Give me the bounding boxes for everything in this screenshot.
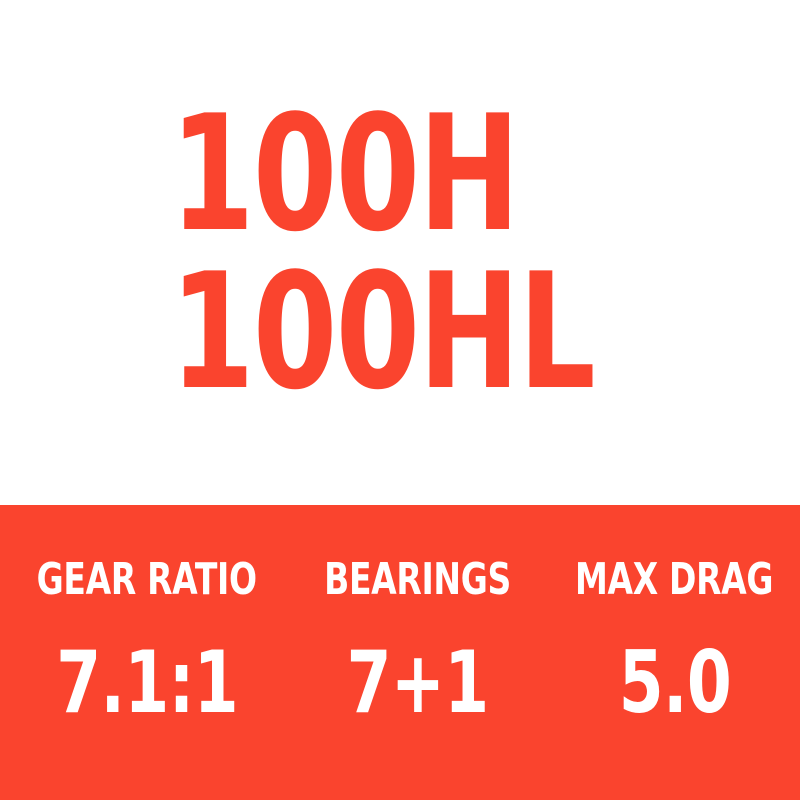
spec-bearings: BEARINGS 7+1 — [293, 505, 542, 800]
bearings-label: BEARINGS — [324, 554, 512, 605]
model-numbers: 100H 100HL — [170, 80, 728, 425]
max-drag-value: 5.0 — [618, 633, 731, 733]
model-number-line-2: 100HL — [170, 238, 728, 425]
spec-value: 7.1:1 — [0, 640, 293, 726]
spec-label: BEARINGS — [293, 558, 542, 602]
model-number-2-text: 100HL — [170, 238, 596, 425]
spec-label: GEAR RATIO — [0, 558, 293, 602]
spec-label: MAX DRAG — [542, 558, 800, 602]
spec-value: 7+1 — [293, 640, 542, 726]
gear-ratio-label: GEAR RATIO — [36, 554, 257, 605]
spec-gear-ratio: GEAR RATIO 7.1:1 — [0, 505, 293, 800]
max-drag-label: MAX DRAG — [575, 554, 774, 605]
model-number-line-1: 100H — [170, 80, 728, 267]
spec-band: GEAR RATIO 7.1:1 BEARINGS 7+1 MAX DRAG 5… — [0, 505, 800, 800]
spec-max-drag: MAX DRAG 5.0 — [542, 505, 800, 800]
gear-ratio-value: 7.1:1 — [55, 633, 238, 733]
spec-value: 5.0 — [542, 640, 800, 726]
bearings-value: 7+1 — [346, 633, 490, 733]
model-number-1-text: 100H — [170, 80, 520, 267]
